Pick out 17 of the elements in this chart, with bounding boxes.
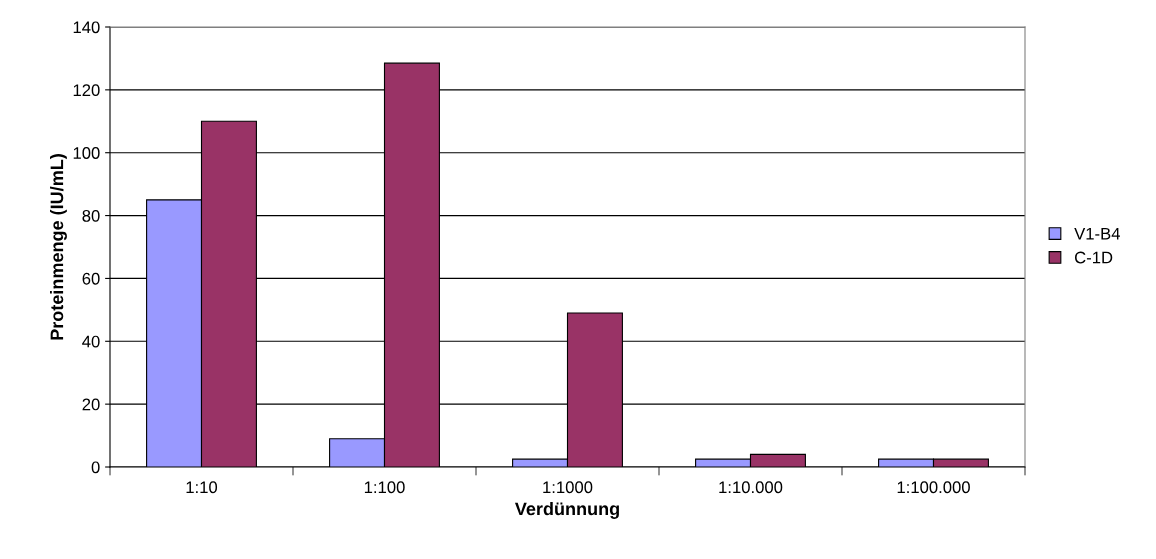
y-tick-label: 60 bbox=[82, 272, 100, 285]
x-tick-label: 1:100.000 bbox=[897, 481, 970, 494]
x-tick-label: 1:1000 bbox=[543, 481, 593, 494]
y-tick-label: 40 bbox=[82, 335, 100, 348]
y-axis-title: Proteinmenge (IU/mL) bbox=[50, 154, 67, 340]
y-tick-label: 140 bbox=[73, 21, 100, 34]
x-tick-label: 1:10.000 bbox=[719, 481, 783, 494]
x-tick-label: 1:10 bbox=[186, 481, 218, 494]
y-tick-label: 0 bbox=[91, 461, 100, 474]
x-tick-label: 1:100 bbox=[364, 481, 405, 494]
legend-label: C-1D bbox=[1075, 251, 1113, 264]
y-tick-label: 120 bbox=[73, 84, 100, 97]
legend-label: V1-B4 bbox=[1074, 227, 1120, 240]
x-axis-title: Verdünnung bbox=[514, 501, 619, 519]
y-tick-label: 80 bbox=[82, 209, 100, 222]
y-tick-label: 100 bbox=[73, 147, 100, 159]
y-tick-label: 20 bbox=[82, 398, 100, 411]
